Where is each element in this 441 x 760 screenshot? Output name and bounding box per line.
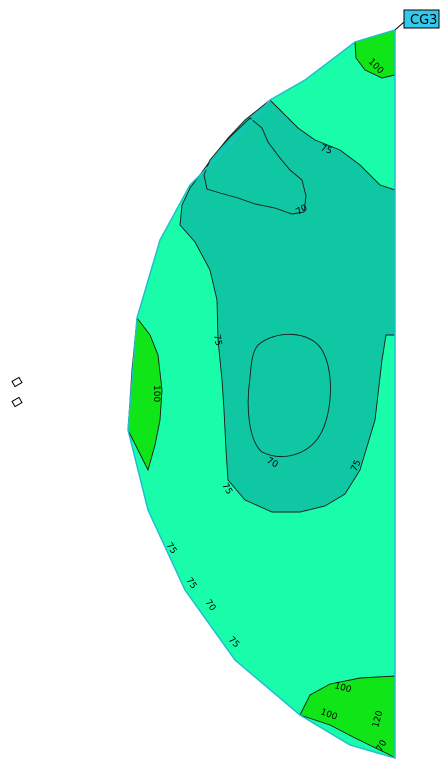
section-tag-box [403,9,440,29]
upper-light-pocket [203,117,307,215]
inner-70-contour [247,333,331,457]
contour-label: 100 [151,385,161,402]
section-border [127,29,396,759]
contour-label: 100 [333,681,352,695]
contour-label: 75 [211,334,223,347]
contour-label: 75 [219,482,233,497]
contour-label: 75 [319,143,333,156]
contour-label: 120 [371,709,385,728]
small-square-icon [11,376,23,388]
contour-label: 75 [350,459,364,474]
mid-zone-region [179,99,396,513]
small-square-icon [11,396,23,408]
section-tag-label: CG3 [410,13,437,28]
tag-leader-line [394,21,405,31]
